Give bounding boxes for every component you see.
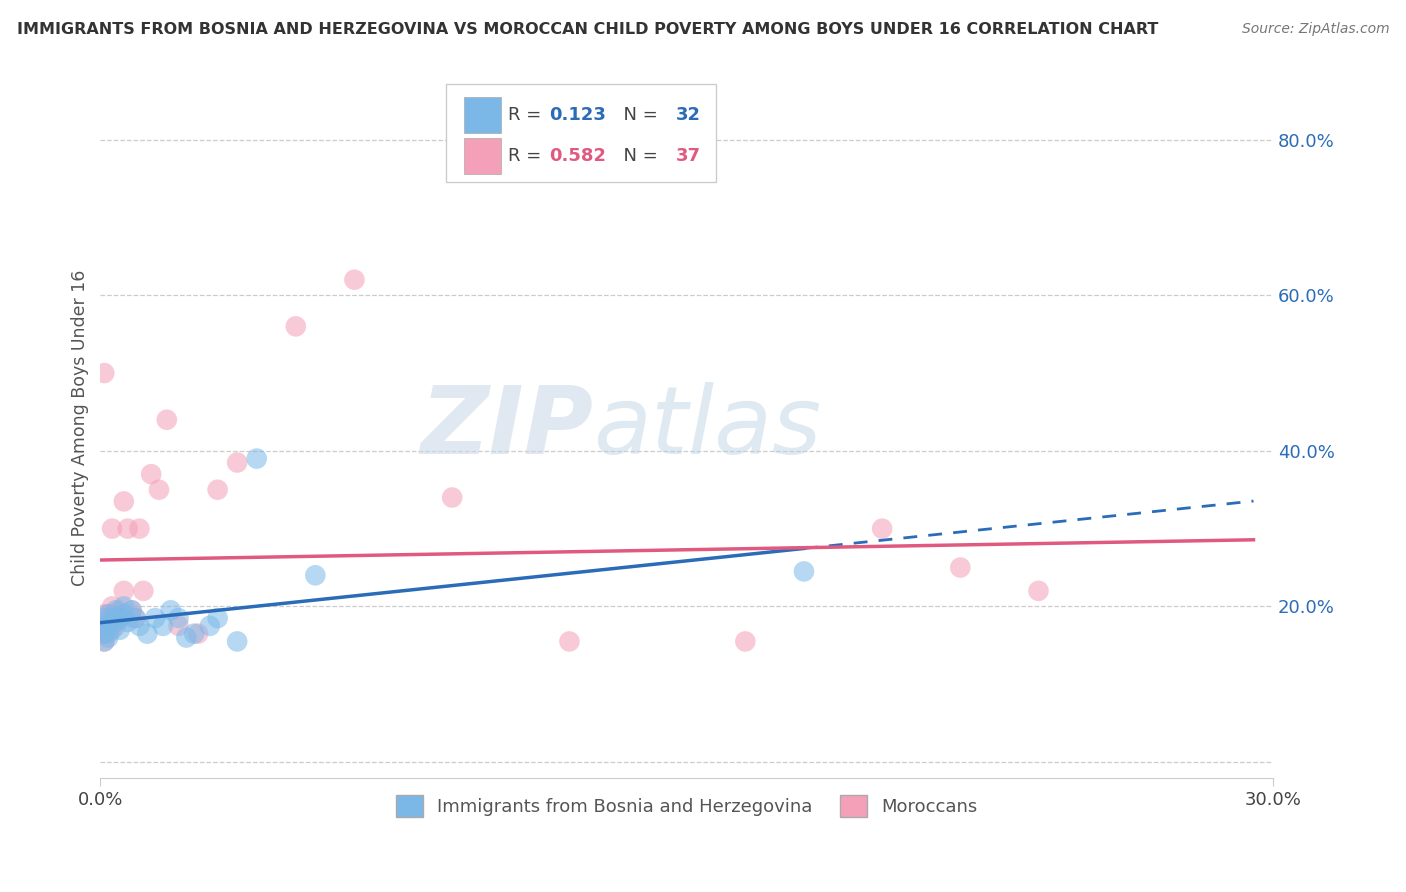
Point <box>136 626 159 640</box>
Text: ZIP: ZIP <box>420 382 593 474</box>
Y-axis label: Child Poverty Among Boys Under 16: Child Poverty Among Boys Under 16 <box>72 269 89 586</box>
Point <box>226 456 249 470</box>
FancyBboxPatch shape <box>464 138 502 175</box>
Text: R =: R = <box>509 147 547 165</box>
Point <box>97 619 120 633</box>
Point <box>97 611 120 625</box>
Text: R =: R = <box>509 106 547 124</box>
Point <box>93 607 115 622</box>
Point <box>121 603 143 617</box>
Point <box>108 611 131 625</box>
Point <box>176 631 198 645</box>
Point <box>132 583 155 598</box>
Point <box>93 611 115 625</box>
Point <box>104 611 127 625</box>
Point <box>558 634 581 648</box>
Point <box>343 273 366 287</box>
Point <box>104 619 127 633</box>
Text: Source: ZipAtlas.com: Source: ZipAtlas.com <box>1241 22 1389 37</box>
Text: IMMIGRANTS FROM BOSNIA AND HERZEGOVINA VS MOROCCAN CHILD POVERTY AMONG BOYS UNDE: IMMIGRANTS FROM BOSNIA AND HERZEGOVINA V… <box>17 22 1159 37</box>
Text: 37: 37 <box>676 147 702 165</box>
Point <box>793 565 815 579</box>
Point <box>121 603 143 617</box>
Point <box>101 599 124 614</box>
Point <box>148 483 170 497</box>
Point <box>93 634 115 648</box>
Point <box>93 626 115 640</box>
Point <box>141 467 163 482</box>
Point <box>97 619 120 633</box>
Point <box>207 611 229 625</box>
Point <box>207 483 229 497</box>
Point <box>97 631 120 645</box>
Text: 0.123: 0.123 <box>550 106 606 124</box>
Point <box>101 623 124 637</box>
Point <box>93 619 115 633</box>
Point <box>128 619 150 633</box>
Point <box>117 615 139 629</box>
Point <box>870 522 893 536</box>
Point <box>226 634 249 648</box>
Point <box>93 626 115 640</box>
Point <box>112 607 135 622</box>
Point <box>183 626 205 640</box>
Point <box>1028 583 1050 598</box>
Point <box>187 626 209 640</box>
Text: 32: 32 <box>676 106 702 124</box>
Point <box>112 494 135 508</box>
Point <box>304 568 326 582</box>
Point <box>93 634 115 648</box>
Point <box>156 413 179 427</box>
Point <box>734 634 756 648</box>
Point <box>441 491 464 505</box>
Point <box>101 522 124 536</box>
Point <box>246 451 269 466</box>
Point <box>93 366 115 380</box>
Point <box>108 603 131 617</box>
Text: N =: N = <box>612 106 664 124</box>
Point <box>104 603 127 617</box>
Point <box>152 619 174 633</box>
Point <box>112 583 135 598</box>
Point <box>167 611 190 625</box>
Point <box>284 319 307 334</box>
Point <box>101 611 124 625</box>
Point <box>159 603 181 617</box>
Text: N =: N = <box>612 147 664 165</box>
Point <box>112 599 135 614</box>
Point <box>104 615 127 629</box>
Point <box>143 611 166 625</box>
FancyBboxPatch shape <box>464 97 502 134</box>
Point <box>101 607 124 622</box>
Text: 0.582: 0.582 <box>550 147 606 165</box>
Point <box>949 560 972 574</box>
Point <box>124 611 146 625</box>
FancyBboxPatch shape <box>446 85 716 183</box>
Point <box>108 623 131 637</box>
Point <box>93 619 115 633</box>
Point <box>108 611 131 625</box>
Point <box>97 607 120 622</box>
Point <box>124 611 146 625</box>
Legend: Immigrants from Bosnia and Herzegovina, Moroccans: Immigrants from Bosnia and Herzegovina, … <box>388 788 984 824</box>
Point <box>167 619 190 633</box>
Point <box>128 522 150 536</box>
Point <box>198 619 221 633</box>
Text: atlas: atlas <box>593 382 821 473</box>
Point <box>97 626 120 640</box>
Point <box>117 522 139 536</box>
